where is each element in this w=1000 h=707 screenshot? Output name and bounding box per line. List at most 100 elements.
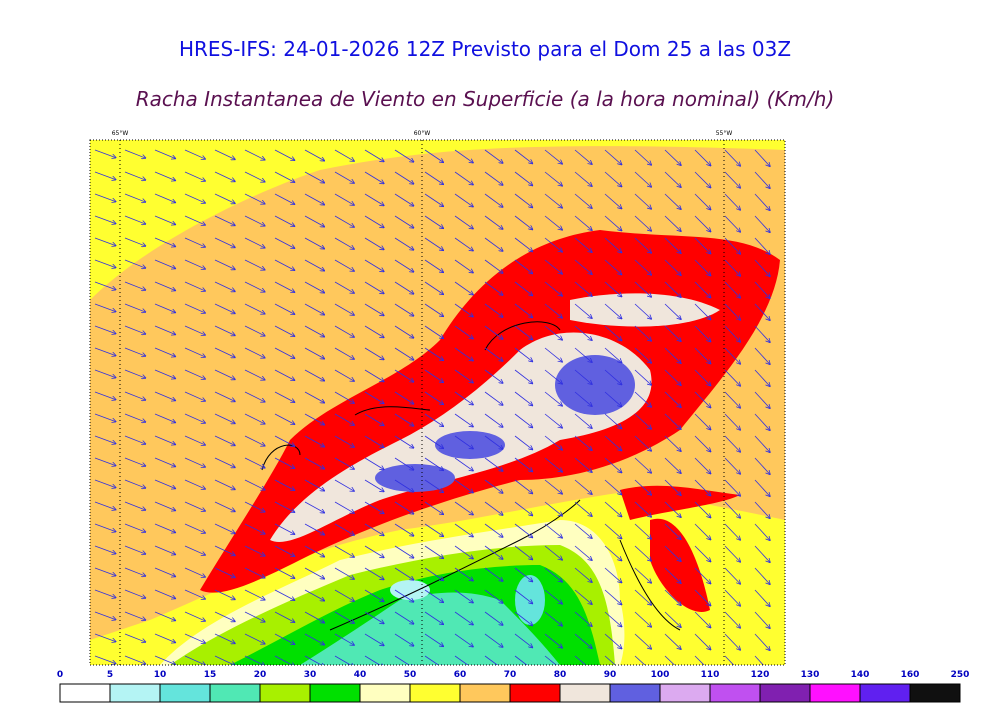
wind-arrow — [334, 281, 354, 293]
wind-arrow — [424, 523, 443, 536]
wind-arrow — [244, 325, 265, 336]
wind-arrow — [364, 303, 384, 315]
wind-arrow — [454, 589, 473, 603]
wind-arrow — [784, 546, 785, 547]
wind-arrow — [304, 237, 324, 249]
wind-arrow — [274, 523, 294, 534]
wind-arrow — [214, 171, 235, 181]
wind-arrow — [754, 655, 764, 665]
wind-arrow — [154, 303, 175, 313]
wind-arrow — [124, 413, 145, 422]
wind-arrow — [334, 523, 354, 535]
wind-arrow — [334, 171, 354, 183]
wind-arrow — [244, 413, 265, 424]
wind-arrow — [754, 523, 770, 540]
wind-arrow — [694, 611, 711, 628]
wind-arrow — [574, 655, 587, 665]
wind-arrow — [784, 634, 785, 635]
wind-arrow — [454, 193, 473, 207]
colorbar-tick: 70 — [504, 670, 517, 680]
wind-arrow — [304, 545, 324, 557]
wind-arrow — [754, 391, 770, 408]
wind-arrow — [124, 171, 145, 180]
wind-arrow — [724, 391, 740, 408]
wind-arrow — [424, 193, 443, 206]
wind-arrow — [484, 479, 503, 493]
wind-arrow — [244, 193, 265, 204]
wind-arrow — [424, 171, 443, 184]
wind-arrow — [604, 347, 622, 363]
wind-arrow — [724, 281, 740, 298]
wind-arrow — [334, 369, 354, 381]
wind-arrow — [664, 303, 681, 319]
wind-arrow — [214, 633, 235, 643]
wind-arrow — [154, 237, 175, 247]
wind-arrow — [514, 611, 532, 625]
wind-arrow — [784, 304, 785, 305]
wind-arrow — [604, 479, 622, 495]
wind-arrow — [694, 523, 711, 540]
wind-arrow — [334, 567, 354, 579]
wind-arrow — [364, 237, 384, 249]
wind-arrow — [364, 501, 384, 513]
wind-arrow — [214, 655, 235, 665]
wind-arrow — [694, 633, 711, 650]
wind-arrow — [94, 325, 116, 334]
wind-arrow — [754, 501, 770, 518]
wind-arrow — [304, 589, 324, 601]
wind-arrow — [94, 149, 116, 158]
wind-arrow — [124, 149, 145, 158]
wind-arrow — [244, 501, 265, 512]
wind-arrow — [754, 633, 770, 650]
wind-arrow — [484, 435, 503, 449]
wind-arrow — [424, 303, 443, 316]
wind-arrow — [244, 633, 265, 644]
wind-arrow — [94, 347, 116, 356]
wind-arrow — [304, 479, 324, 491]
wind-arrow — [214, 567, 235, 577]
wind-arrow — [154, 347, 175, 357]
wind-arrow — [544, 545, 562, 560]
wind-arrow — [394, 633, 414, 646]
colorbar-tick: 5 — [107, 670, 113, 680]
wind-arrow — [364, 413, 384, 425]
wind-arrow — [694, 655, 705, 665]
wind-arrow — [694, 325, 711, 342]
wind-arrow — [724, 325, 740, 342]
wind-arrow — [514, 501, 532, 515]
wind-arrow — [334, 391, 354, 403]
wind-arrow — [784, 194, 785, 195]
wind-arrow — [154, 193, 175, 203]
wind-arrow — [634, 413, 651, 429]
wind-arrow — [334, 237, 354, 249]
wind-arrow — [784, 216, 785, 217]
wind-arrow — [214, 435, 235, 445]
wind-arrow — [394, 545, 414, 558]
wind-arrow — [334, 215, 354, 227]
wind-arrow — [154, 567, 175, 577]
wind-arrow — [364, 391, 384, 403]
wind-arrow — [604, 149, 622, 165]
wind-arrow — [634, 149, 651, 165]
colorbar: 0 5 10 15 20 30 40 50 60 70 80 90 100 110 120 130 140 160… — [57, 670, 969, 703]
wind-arrow — [604, 237, 622, 253]
wind-arrow — [694, 501, 711, 518]
wind-arrow — [724, 655, 735, 665]
colorbar-tick: 15 — [204, 670, 217, 680]
wind-arrow — [544, 347, 562, 362]
wind-arrow — [394, 567, 414, 580]
wind-arrow — [754, 479, 770, 496]
wind-arrow — [274, 589, 294, 600]
wind-arrow — [664, 391, 681, 407]
wind-arrow — [574, 171, 592, 186]
wind-arrow — [124, 501, 145, 510]
wind-arrow — [394, 171, 414, 184]
wind-arrow — [634, 457, 651, 473]
wind-arrow — [184, 435, 205, 445]
wind-arrow — [94, 589, 116, 598]
wind-arrow — [634, 215, 651, 231]
wind-arrow — [454, 281, 473, 295]
wind-arrow — [94, 479, 116, 488]
wind-arrow — [304, 193, 324, 205]
wind-arrow — [94, 545, 116, 554]
